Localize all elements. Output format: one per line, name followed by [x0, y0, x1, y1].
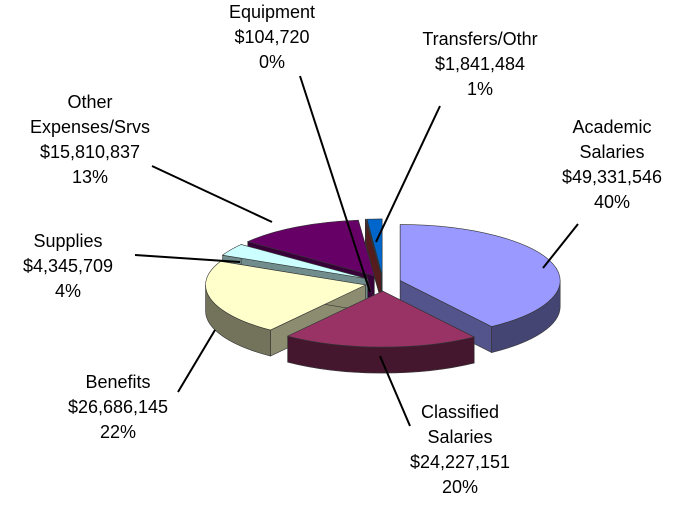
slice	[399, 224, 561, 327]
category-label: Classified Salaries	[421, 402, 499, 447]
leader-line	[134, 254, 241, 263]
category-label: Academic Salaries	[572, 117, 651, 162]
value-label: $15,810,837	[40, 142, 140, 162]
percent-label: 22%	[100, 422, 136, 442]
category-label: Equipment	[229, 2, 315, 22]
category-label: Other Expenses/Srvs	[30, 92, 150, 137]
percent-label: 40%	[594, 192, 630, 212]
percent-label: 0%	[259, 52, 285, 72]
value-label: $1,841,484	[435, 54, 525, 74]
leader-line	[151, 165, 273, 223]
leader-line	[542, 223, 579, 269]
label-line: Salaries	[427, 427, 492, 447]
category-label: Transfers/Othr	[422, 29, 537, 49]
percent-label: 13%	[72, 167, 108, 187]
label-line: Expenses/Srvs	[30, 117, 150, 137]
category-label: Benefits	[85, 372, 150, 392]
leader-line	[379, 355, 411, 427]
slice	[286, 290, 476, 348]
leader-line	[177, 329, 216, 393]
label-line: Supplies	[33, 231, 102, 251]
percent-label: 4%	[55, 281, 81, 301]
slice	[221, 244, 368, 280]
slice	[246, 219, 375, 277]
label-line: Other	[67, 92, 112, 112]
percent-label: 20%	[442, 477, 478, 497]
label-line: Salaries	[579, 142, 644, 162]
slice-group	[286, 290, 476, 374]
label-line: Equipment	[229, 2, 315, 22]
value-label: $26,686,145	[68, 397, 168, 417]
category-label: Supplies	[33, 231, 102, 251]
slice	[364, 218, 382, 276]
slice	[205, 261, 367, 331]
value-label: $104,720	[234, 27, 309, 47]
value-label: $24,227,151	[410, 452, 510, 472]
value-label: $49,331,546	[562, 167, 662, 187]
label-line: Classified	[421, 402, 499, 422]
leader-line	[299, 75, 371, 293]
label-line: Academic	[572, 117, 651, 137]
slice-group	[364, 218, 382, 302]
percent-label: 1%	[467, 79, 493, 99]
slice	[366, 218, 383, 275]
slice-group	[205, 261, 367, 357]
value-label: $4,345,709	[23, 256, 113, 276]
leader-line	[375, 105, 441, 243]
label-line: Transfers/Othr	[422, 29, 537, 49]
label-line: Benefits	[85, 372, 150, 392]
